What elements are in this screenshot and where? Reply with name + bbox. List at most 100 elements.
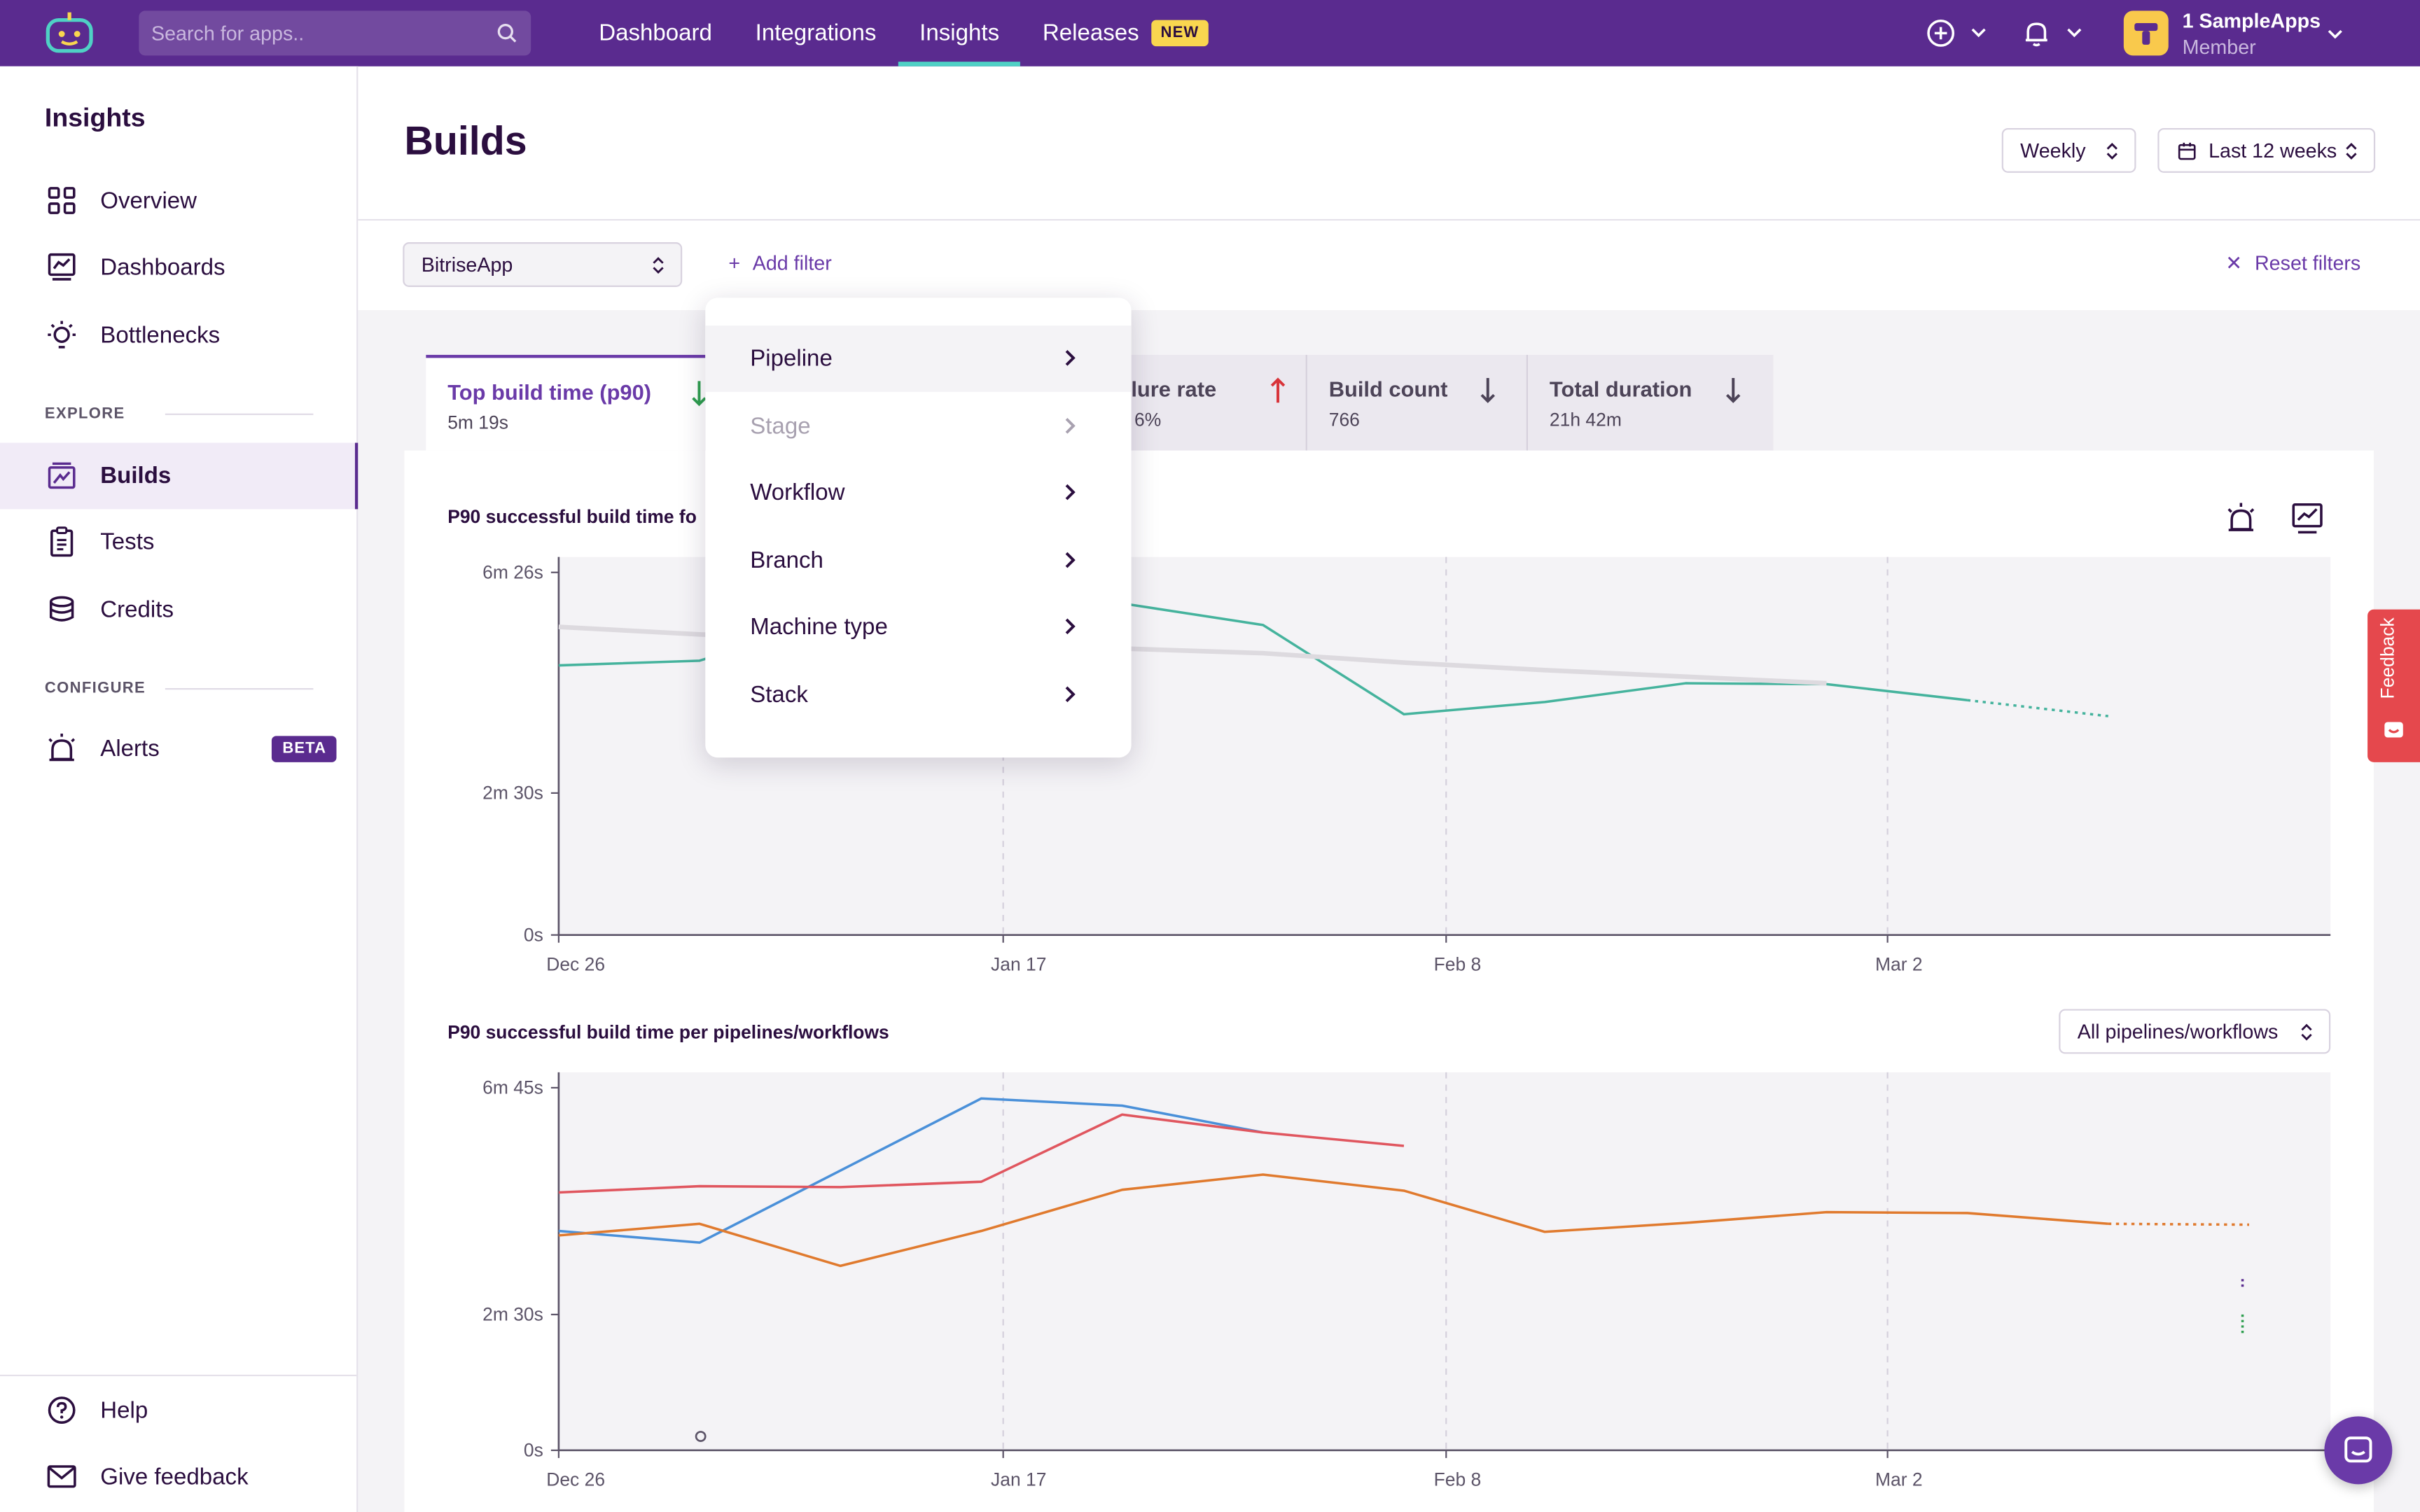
add-circle-icon[interactable] xyxy=(1926,18,1956,48)
sidebar-item-label: Alerts xyxy=(100,736,160,762)
chevron-right-icon xyxy=(1065,350,1076,366)
period-select[interactable]: Weekly xyxy=(2001,127,2136,173)
nav-insights[interactable]: Insights xyxy=(898,0,1021,66)
section-label-configure: CONFIGURE xyxy=(44,680,146,698)
search-icon xyxy=(497,24,517,43)
sidebar: Insights Overview Dashboards xyxy=(0,66,359,1512)
app-select[interactable]: BitriseApp xyxy=(403,242,683,287)
pipelines-select-value: All pipelines/workflows xyxy=(2077,1019,2279,1043)
add-filter-label: Add filter xyxy=(752,251,832,275)
x-tick-label: Mar 2 xyxy=(1875,1469,1923,1490)
alert-siren-icon[interactable] xyxy=(2224,501,2258,535)
menu-item-stage: Stage xyxy=(705,393,1131,460)
pipelines-workflows-select[interactable]: All pipelines/workflows xyxy=(2059,1009,2331,1054)
y-tick-label: 2m 30s xyxy=(482,1304,543,1325)
menu-item-machine-type[interactable]: Machine type xyxy=(705,594,1131,661)
chevron-right-icon xyxy=(1065,686,1076,703)
feedback-tab[interactable]: Feedback xyxy=(2367,609,2420,762)
arrow-down-icon xyxy=(1725,378,1741,403)
app-select-value: BitriseApp xyxy=(421,253,513,276)
sidebar-item-alerts[interactable]: Alerts BETA xyxy=(0,716,356,783)
sidebar-item-builds[interactable]: Builds xyxy=(0,442,359,510)
chevron-down-icon[interactable] xyxy=(2066,24,2082,40)
x-tick-label: Feb 8 xyxy=(1434,1469,1482,1490)
y-tick-label: 0s xyxy=(524,925,543,946)
sidebar-item-label: Overview xyxy=(100,188,197,215)
nav-insights-label: Insights xyxy=(919,20,1000,47)
series-line xyxy=(558,1113,1405,1194)
chevron-right-icon xyxy=(1065,552,1076,568)
sidebar-item-help[interactable]: Help xyxy=(0,1378,356,1444)
y-tick-label: 6m 26s xyxy=(482,562,543,583)
clipboard-icon xyxy=(50,526,74,557)
menu-item-label: Machine type xyxy=(750,614,888,640)
date-range-select[interactable]: Last 12 weeks xyxy=(2157,127,2376,173)
sidebar-item-bottlenecks[interactable]: Bottlenecks xyxy=(0,302,356,369)
metric-value: 21h 42m xyxy=(1549,409,1622,430)
calendar-icon xyxy=(2178,142,2196,160)
metric-tab-build-count[interactable]: Build count 766 xyxy=(1307,354,1529,451)
chat-launcher-button[interactable] xyxy=(2324,1416,2393,1485)
sidebar-item-label: Tests xyxy=(100,529,155,556)
metric-label: Build count xyxy=(1328,376,1448,402)
lightbulb-icon xyxy=(48,321,76,349)
sidebar-item-tests[interactable]: Tests xyxy=(0,509,356,575)
add-to-dashboard-icon[interactable] xyxy=(2290,501,2324,535)
x-tick-label: Dec 26 xyxy=(546,1469,605,1490)
add-filter-button[interactable]: + Add filter xyxy=(728,251,831,274)
x-tick-label: Dec 26 xyxy=(546,953,605,974)
sidebar-item-dashboards[interactable]: Dashboards xyxy=(0,234,356,301)
y-tick-label: 2m 30s xyxy=(482,783,543,804)
search-input[interactable] xyxy=(139,10,531,56)
menu-item-label: Stack xyxy=(750,682,808,708)
org-name: 1 SampleApps xyxy=(2182,9,2321,33)
menu-item-branch[interactable]: Branch xyxy=(705,528,1131,594)
grid-icon xyxy=(48,187,76,214)
chevron-right-icon xyxy=(1065,418,1076,434)
menu-item-workflow[interactable]: Workflow xyxy=(705,460,1131,526)
nav-dashboard[interactable]: Dashboard xyxy=(577,0,733,66)
menu-item-stack[interactable]: Stack xyxy=(705,662,1131,729)
menu-item-label: Workflow xyxy=(750,479,845,506)
period-select-value: Weekly xyxy=(2020,139,2086,162)
reset-filters-label: Reset filters xyxy=(2254,251,2361,275)
updown-chevron-icon xyxy=(2106,143,2118,160)
x-tick-label: Jan 17 xyxy=(991,1469,1046,1490)
chevron-right-icon xyxy=(1065,484,1076,500)
sidebar-item-credits[interactable]: Credits xyxy=(0,577,356,643)
nav-integrations[interactable]: Integrations xyxy=(734,0,898,66)
chart-title: P90 successful build time per pipelines/… xyxy=(447,1021,889,1043)
help-icon xyxy=(48,1396,76,1424)
nav-releases[interactable]: Releases NEW xyxy=(1021,0,1230,66)
section-label-explore: EXPLORE xyxy=(44,405,125,423)
x-tick-label: Feb 8 xyxy=(1434,953,1482,974)
menu-item-label: Pipeline xyxy=(750,345,833,372)
bell-icon[interactable] xyxy=(2022,18,2051,48)
org-avatar xyxy=(2123,10,2169,56)
reset-filters-button[interactable]: ✕ Reset filters xyxy=(2225,251,2360,276)
bitrise-logo-icon[interactable] xyxy=(43,10,96,54)
chevron-down-icon[interactable] xyxy=(1971,24,1987,40)
y-tick-label: 6m 45s xyxy=(482,1077,543,1098)
org-role: Member xyxy=(2182,35,2256,59)
sidebar-item-label: Help xyxy=(100,1397,148,1424)
app-search[interactable] xyxy=(139,10,531,56)
beta-badge: BETA xyxy=(271,736,338,762)
metric-label: Top build time (p90) xyxy=(447,379,652,405)
metric-value: 5m 19s xyxy=(447,412,508,434)
sidebar-item-label: Give feedback xyxy=(100,1464,249,1491)
sidebar-title: Insights xyxy=(44,103,146,133)
metric-value: 766 xyxy=(1328,409,1360,430)
date-range-value: Last 12 weeks xyxy=(2209,139,2337,162)
feedback-chat-icon xyxy=(2384,722,2403,738)
main-nav: Dashboard Integrations Insights Releases… xyxy=(577,0,1230,66)
y-tick-label: 0s xyxy=(524,1440,543,1461)
sidebar-item-overview[interactable]: Overview xyxy=(0,168,356,234)
organization-switcher[interactable]: 1 SampleApps Member xyxy=(2123,9,2402,59)
x-tick-label: Mar 2 xyxy=(1875,953,1923,974)
sidebar-item-give-feedback[interactable]: Give feedback xyxy=(0,1444,356,1511)
metric-tab-total-duration[interactable]: Total duration 21h 42m xyxy=(1528,354,1774,451)
menu-item-pipeline[interactable]: Pipeline xyxy=(705,326,1132,392)
projected-segment xyxy=(1967,699,2108,718)
